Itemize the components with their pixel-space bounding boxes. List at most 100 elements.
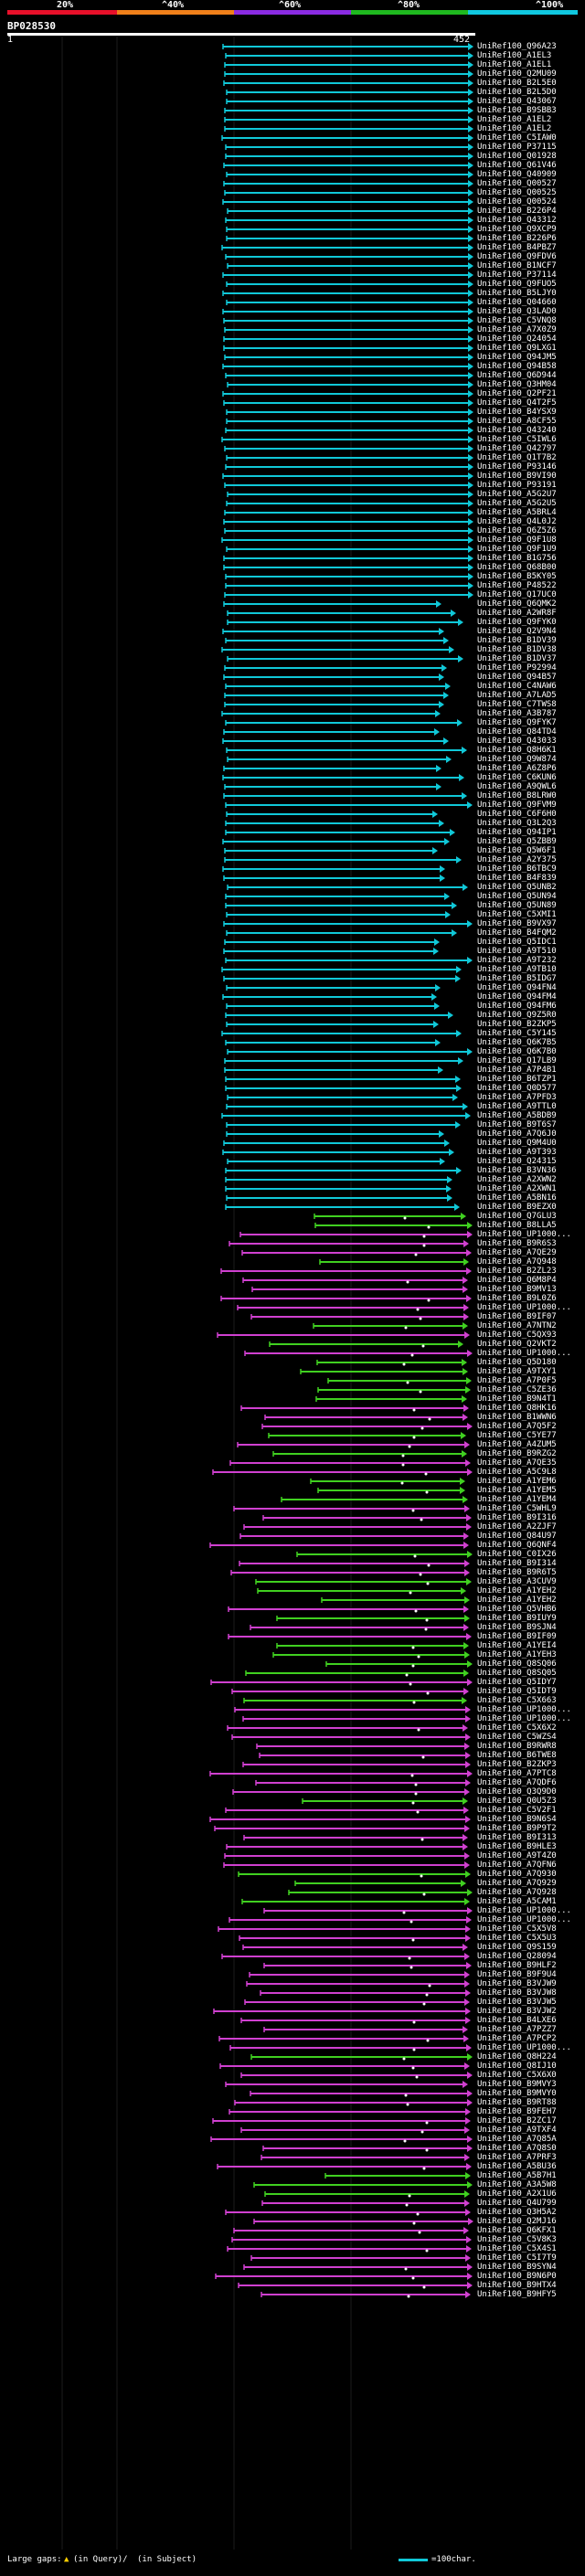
hit-label[interactable]: UniRef100_A7NTN2 xyxy=(477,1321,557,1330)
hit-label[interactable]: UniRef100_B9HTX4 xyxy=(477,2281,557,2290)
hit-label[interactable]: UniRef100_Q94FN4 xyxy=(477,983,557,992)
hit-label[interactable]: UniRef100_Q9LXG1 xyxy=(477,344,557,353)
hit-label[interactable]: UniRef100_Q8HK16 xyxy=(477,1404,557,1413)
hit-label[interactable]: UniRef100_Q2MJ16 xyxy=(477,2217,557,2226)
hit-label[interactable]: UniRef100_Q28094 xyxy=(477,1952,557,1961)
hit-label[interactable]: UniRef100_Q2VKT2 xyxy=(477,1340,557,1349)
hit-label[interactable]: UniRef100_A2Y375 xyxy=(477,855,557,864)
hit-label[interactable]: UniRef100_A7Q930 xyxy=(477,1870,557,1879)
hit-label[interactable]: UniRef100_B9I314 xyxy=(477,1559,557,1568)
hit-label[interactable]: UniRef100_C5X5U3 xyxy=(477,1934,557,1943)
hit-label[interactable]: UniRef100_A7QE29 xyxy=(477,1248,557,1257)
hit-label[interactable]: UniRef100_B9RWR8 xyxy=(477,1742,557,1751)
hit-label[interactable]: UniRef100_Q3HM04 xyxy=(477,380,557,389)
hit-label[interactable]: UniRef100_Q8H224 xyxy=(477,2052,557,2062)
hit-label[interactable]: UniRef100_A5BN16 xyxy=(477,1193,557,1203)
hit-label[interactable]: UniRef100_A7QFN6 xyxy=(477,1860,557,1870)
hit-label[interactable]: UniRef100_Q9FUO5 xyxy=(477,280,557,289)
hit-label[interactable]: UniRef100_Q0D577 xyxy=(477,1084,557,1093)
hit-label[interactable]: UniRef100_B9VI90 xyxy=(477,472,557,481)
hit-label[interactable]: UniRef100_Q2MU09 xyxy=(477,69,557,79)
hit-label[interactable]: UniRef100_Q5D180 xyxy=(477,1358,557,1367)
hit-label[interactable]: UniRef100_B9MVY3 xyxy=(477,2080,557,2089)
hit-label[interactable]: UniRef100_Q94FM6 xyxy=(477,1002,557,1011)
hit-label[interactable]: UniRef100_Q94B58 xyxy=(477,362,557,371)
hit-label[interactable]: UniRef100_B226P4 xyxy=(477,207,557,216)
hit-label[interactable]: UniRef100_Q43033 xyxy=(477,737,557,746)
hit-label[interactable]: UniRef100_Q6Z5Z6 xyxy=(477,526,557,535)
hit-label[interactable]: UniRef100_B9IF09 xyxy=(477,1632,557,1641)
hit-label[interactable]: UniRef100_P93191 xyxy=(477,481,557,490)
hit-label[interactable]: UniRef100_A1YEH3 xyxy=(477,1650,557,1659)
hit-label[interactable]: UniRef100_B9F9U4 xyxy=(477,1970,557,1979)
hit-label[interactable]: UniRef100_C5V8K3 xyxy=(477,2235,557,2244)
hit-label[interactable]: UniRef100_P37115 xyxy=(477,143,557,152)
hit-label[interactable]: UniRef100_Q24054 xyxy=(477,334,557,344)
hit-label[interactable]: UniRef100_Q9FYK7 xyxy=(477,718,557,727)
hit-label[interactable]: UniRef100_Q94B57 xyxy=(477,673,557,682)
hit-label[interactable]: UniRef100_C5YE77 xyxy=(477,1431,557,1440)
hit-label[interactable]: UniRef100_B6TWE8 xyxy=(477,1751,557,1760)
hit-label[interactable]: UniRef100_Q04660 xyxy=(477,298,557,307)
hit-label[interactable]: UniRef100_Q5UN94 xyxy=(477,892,557,901)
hit-label[interactable]: UniRef100_Q8IJ10 xyxy=(477,2062,557,2071)
hit-label[interactable]: UniRef100_Q00527 xyxy=(477,179,557,188)
hit-label[interactable]: UniRef100_B9I316 xyxy=(477,1513,557,1522)
hit-label[interactable]: UniRef100_Q9FVM9 xyxy=(477,800,557,810)
hit-label[interactable]: UniRef100_B5KY05 xyxy=(477,572,557,581)
hit-label[interactable]: UniRef100_B9N6S4 xyxy=(477,1815,557,1824)
hit-label[interactable]: UniRef100_C5X6X0 xyxy=(477,2071,557,2080)
hit-label[interactable]: UniRef100_A3B787 xyxy=(477,709,557,718)
hit-label[interactable]: UniRef100_A1YEM5 xyxy=(477,1486,557,1495)
hit-label[interactable]: UniRef100_A1EL3 xyxy=(477,51,552,60)
hit-label[interactable]: UniRef100_Q9W874 xyxy=(477,755,557,764)
hit-label[interactable]: UniRef100_A7Q928 xyxy=(477,1888,557,1897)
hit-label[interactable]: UniRef100_B1WWN6 xyxy=(477,1413,557,1422)
hit-label[interactable]: UniRef100_UP1000... xyxy=(477,1230,571,1239)
hit-label[interactable]: UniRef100_Q9S159 xyxy=(477,1943,557,1952)
hit-label[interactable]: UniRef100_Q3L2Q3 xyxy=(477,819,557,828)
hit-label[interactable]: UniRef100_UP1000... xyxy=(477,1906,571,1915)
hit-label[interactable]: UniRef100_A7P4B1 xyxy=(477,1065,557,1075)
hit-label[interactable]: UniRef100_A4ZUM5 xyxy=(477,1440,557,1449)
hit-label[interactable]: UniRef100_A1YEM6 xyxy=(477,1477,557,1486)
hit-label[interactable]: UniRef100_B9EZX0 xyxy=(477,1203,557,1212)
hit-label[interactable]: UniRef100_Q5W6F1 xyxy=(477,846,557,855)
hit-label[interactable]: UniRef100_Q43067 xyxy=(477,97,557,106)
hit-label[interactable]: UniRef100_Q9Z5R0 xyxy=(477,1011,557,1020)
hit-label[interactable]: UniRef100_P92994 xyxy=(477,663,557,673)
hit-label[interactable]: UniRef100_A7PFD3 xyxy=(477,1093,557,1102)
hit-label[interactable]: UniRef100_A9T4Z0 xyxy=(477,1851,557,1860)
hit-label[interactable]: UniRef100_Q94IP1 xyxy=(477,828,557,837)
hit-label[interactable]: UniRef100_Q5IDY7 xyxy=(477,1678,557,1687)
hit-label[interactable]: UniRef100_B2L5E0 xyxy=(477,79,557,88)
hit-label[interactable]: UniRef100_B9T6S7 xyxy=(477,1120,557,1129)
hit-label[interactable]: UniRef100_B9L0Z6 xyxy=(477,1294,557,1303)
hit-label[interactable]: UniRef100_B9R6S3 xyxy=(477,1239,557,1248)
hit-label[interactable]: UniRef100_B9R6T5 xyxy=(477,1568,557,1577)
hit-label[interactable]: UniRef100_B4F839 xyxy=(477,874,557,883)
hit-label[interactable]: UniRef100_Q94FM4 xyxy=(477,992,557,1002)
hit-label[interactable]: UniRef100_Q2V9N4 xyxy=(477,627,557,636)
hit-label[interactable]: UniRef100_C6KUN6 xyxy=(477,773,557,782)
hit-label[interactable]: UniRef100_P48522 xyxy=(477,581,557,590)
hit-label[interactable]: UniRef100_A1EL1 xyxy=(477,60,552,69)
hit-label[interactable]: UniRef100_B226P6 xyxy=(477,234,557,243)
hit-label[interactable]: UniRef100_B9HLE3 xyxy=(477,1842,557,1851)
hit-label[interactable]: UniRef100_C5WHL9 xyxy=(477,1504,557,1513)
hit-label[interactable]: UniRef100_B2ZKP5 xyxy=(477,1020,557,1029)
hit-label[interactable]: UniRef100_Q84TD4 xyxy=(477,727,557,737)
hit-label[interactable]: UniRef100_A9QWL6 xyxy=(477,782,557,791)
hit-label[interactable]: UniRef100_A5CAM1 xyxy=(477,1897,557,1906)
hit-label[interactable]: UniRef100_B3VJW9 xyxy=(477,1979,557,1988)
hit-label[interactable]: UniRef100_C5IAW0 xyxy=(477,133,557,143)
hit-label[interactable]: UniRef100_Q42797 xyxy=(477,444,557,453)
hit-label[interactable]: UniRef100_UP1000... xyxy=(477,2043,571,2052)
hit-label[interactable]: UniRef100_A2WR8F xyxy=(477,609,557,618)
hit-label[interactable]: UniRef100_B3VJW2 xyxy=(477,2007,557,2016)
hit-label[interactable]: UniRef100_A5B7H1 xyxy=(477,2171,557,2180)
hit-label[interactable]: UniRef100_A5C9L8 xyxy=(477,1468,557,1477)
hit-label[interactable]: UniRef100_B1DV39 xyxy=(477,636,557,645)
hit-label[interactable]: UniRef100_Q6D944 xyxy=(477,371,557,380)
hit-label[interactable]: UniRef100_A7Q85A xyxy=(477,2135,557,2144)
